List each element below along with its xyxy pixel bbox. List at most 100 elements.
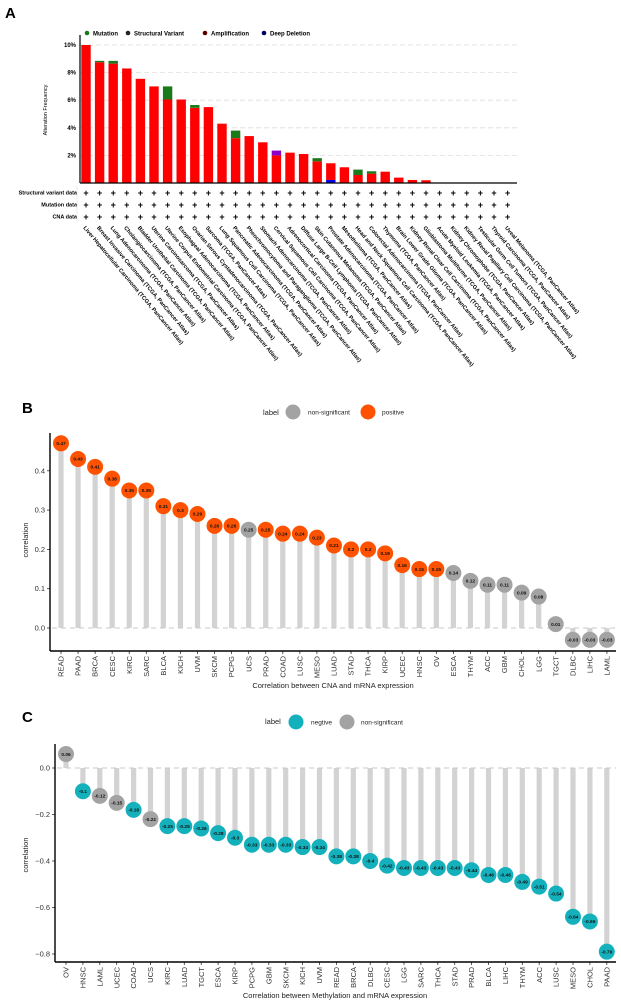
x-tick-label: HNSC (79, 966, 88, 988)
row-marker-plus: + (396, 212, 401, 222)
row-marker-plus: + (464, 188, 469, 198)
bar-segment-amp (94, 62, 105, 183)
row-marker-plus: + (260, 200, 265, 210)
row-marker-plus: + (383, 212, 388, 222)
lollipop-point-neg (74, 783, 91, 800)
row-marker-plus: + (342, 188, 347, 198)
lollipop-stem (604, 768, 610, 952)
bar-segment-mutation (312, 158, 322, 162)
row-marker-plus: + (83, 200, 88, 210)
x-tick-label: LUSC (295, 655, 304, 676)
y-tick-label: 0.0 (40, 764, 50, 773)
x-tick-label: KIRP (231, 967, 240, 985)
row-marker-plus: + (97, 200, 102, 210)
data-label: -0.43 (449, 866, 460, 872)
data-label: -0.42 (382, 863, 393, 869)
x-tick-label: TGCT (551, 656, 560, 677)
data-label: -0.38 (348, 854, 359, 860)
lollipop-stem (181, 768, 187, 827)
y-tick-label: 0.1 (35, 584, 45, 593)
panel-label-a: A (5, 5, 16, 22)
data-label: -0.46 (500, 873, 511, 879)
data-label: 0.23 (312, 535, 322, 541)
lollipop-point-neg (159, 818, 176, 835)
bar-segment-mutation (190, 105, 200, 108)
lollipop-stem (97, 768, 103, 796)
data-label: -0.26 (196, 826, 207, 832)
lollipop-stem (467, 580, 474, 628)
row-marker-plus: + (423, 188, 428, 198)
data-label: 0.15 (415, 567, 425, 573)
lollipop-point-neg (176, 818, 193, 835)
panel-b-legend: label non-significant positive (263, 404, 404, 420)
row-marker-plus: + (491, 188, 496, 198)
lollipop-stem (485, 768, 492, 875)
legend-negative-label: negtive (311, 720, 332, 727)
bar-segment-amp (162, 99, 173, 183)
x-tick-label: LAML (603, 656, 612, 676)
lollipop-point-neg (227, 829, 243, 846)
lollipop-point-neg (277, 836, 294, 853)
data-label: 0.24 (278, 531, 288, 537)
lollipop-stem (232, 768, 238, 838)
row-marker-plus: + (260, 212, 265, 222)
data-label: -0.66 (584, 919, 595, 925)
bar-segment-amp (312, 161, 322, 183)
row-marker-plus: + (247, 200, 252, 210)
row-marker-plus: + (410, 188, 415, 198)
lollipop-stem (160, 506, 166, 628)
legend-deep-deletion-label: Deep Deletion (270, 31, 310, 37)
x-tick-label: ESCA (214, 967, 223, 987)
x-tick-label: COAD (129, 966, 138, 988)
row-label-mutation: Mutation data (41, 203, 78, 209)
x-tick-label: KIRC (163, 966, 172, 985)
data-label: 0.11 (500, 582, 509, 588)
data-label: 0.43 (73, 457, 83, 463)
row-marker-plus: + (423, 200, 428, 210)
data-label: -0.33 (246, 842, 257, 848)
row-marker-plus: + (179, 200, 184, 210)
legend-amplification-label: Amplification (211, 31, 249, 37)
y-tick-label: 0.3 (35, 506, 45, 515)
row-marker-plus: + (192, 188, 197, 198)
row-marker-plus: + (247, 212, 252, 222)
x-tick-label: THCA (364, 656, 373, 676)
bar-segment-mutation (230, 130, 241, 139)
x-tick-label: BLCA (159, 656, 168, 676)
legend-positive-dot (360, 404, 376, 420)
x-tick-label: KIRC (125, 655, 134, 674)
row-marker-plus: + (165, 212, 170, 222)
data-label: -0.49 (517, 880, 528, 886)
lollipop-stem (367, 768, 373, 861)
data-label: 0.3 (177, 508, 184, 514)
lollipop-stem (263, 529, 269, 628)
x-tick-label: UVM (193, 656, 202, 673)
legend-title: label (265, 717, 281, 726)
lollipop-point-ns (496, 576, 513, 593)
lollipop-stem (126, 490, 132, 628)
row-marker-plus: + (138, 200, 143, 210)
data-label: 0.14 (449, 571, 459, 577)
x-tick-label: TGCT (197, 967, 206, 988)
x-tick-label: STAD (450, 966, 459, 986)
lollipop-point-neg (446, 859, 463, 876)
row-marker-plus: + (410, 200, 415, 210)
x-tick-label: SKCM (281, 967, 290, 989)
row-marker-plus: + (342, 200, 347, 210)
data-label: 0.06 (61, 752, 71, 758)
row-marker-plus: + (192, 212, 197, 222)
bar-segment-amp (366, 173, 377, 183)
lollipop-point-ns (108, 794, 125, 811)
row-marker-plus: + (274, 200, 279, 210)
bar-segment-amp (230, 138, 241, 183)
data-label: 0.01 (551, 622, 561, 628)
row-marker-plus: + (151, 200, 156, 210)
row-marker-plus: + (437, 212, 442, 222)
data-label: -0.33 (280, 842, 291, 848)
y-tick-label: 10% (64, 43, 77, 49)
lollipop-stem (469, 768, 475, 871)
row-marker-plus: + (328, 212, 333, 222)
x-tick-label: CESC (383, 966, 392, 987)
bar-segment-amp (217, 123, 227, 183)
row-marker-plus: + (83, 212, 88, 222)
